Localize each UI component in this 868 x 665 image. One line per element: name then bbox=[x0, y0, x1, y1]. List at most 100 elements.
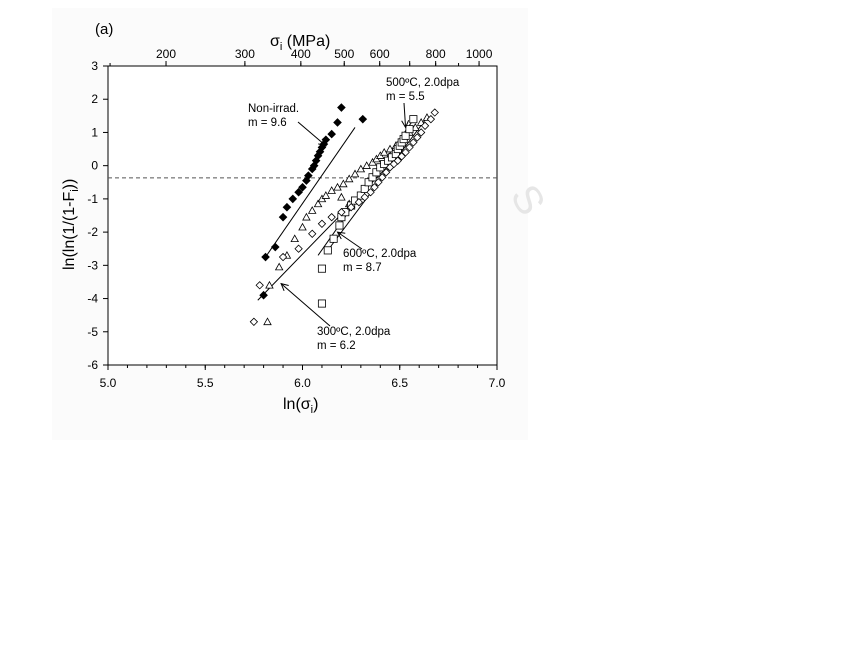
data-point bbox=[358, 114, 368, 124]
y-tick-label: 3 bbox=[91, 59, 98, 73]
annotation-line: Non-irrad. bbox=[248, 103, 299, 115]
data-point bbox=[337, 192, 346, 201]
top-tick-label: 300 bbox=[235, 47, 255, 61]
annotation-line: 300ºC, 2.0dpa bbox=[317, 326, 391, 338]
data-point bbox=[413, 133, 422, 142]
x-axis-label: ln(σi) bbox=[283, 396, 318, 416]
y-axis-label: ln(ln(1/(1-Fi)) bbox=[61, 179, 81, 270]
x-tick-label: 6.5 bbox=[391, 376, 408, 390]
data-point bbox=[370, 183, 379, 192]
top-tick-label: 1000 bbox=[466, 47, 493, 61]
data-point bbox=[354, 198, 364, 207]
y-tick-label: 2 bbox=[91, 92, 98, 106]
y-tick-label: -5 bbox=[87, 325, 98, 339]
data-point bbox=[317, 219, 327, 228]
top-axis-label: σi (MPa) bbox=[270, 33, 330, 53]
data-point bbox=[350, 169, 360, 178]
data-point bbox=[430, 108, 439, 117]
data-point bbox=[327, 212, 336, 222]
top-tick-label: 400 bbox=[291, 47, 311, 61]
annotation-label: 500ºC, 2.0dpa m = 5.5 bbox=[386, 77, 460, 103]
data-point bbox=[366, 188, 375, 197]
data-point bbox=[401, 131, 410, 140]
plot-area bbox=[107, 65, 498, 366]
data-point bbox=[409, 138, 418, 147]
data-point bbox=[261, 252, 270, 262]
y-tick-label: -1 bbox=[87, 192, 98, 206]
y-tick-label: -6 bbox=[87, 358, 98, 372]
data-point bbox=[317, 299, 326, 308]
fit-line bbox=[265, 127, 356, 258]
data-point bbox=[302, 212, 311, 221]
y-tick-label: 0 bbox=[91, 159, 98, 173]
annotation-label: 600ºC, 2.0dpa m = 8.7 bbox=[343, 248, 417, 274]
markers bbox=[249, 103, 439, 326]
data-point bbox=[278, 252, 288, 262]
data-point bbox=[321, 191, 331, 199]
data-point bbox=[270, 242, 280, 252]
data-point bbox=[411, 123, 420, 131]
data-point bbox=[346, 203, 356, 212]
annotation-arrowhead bbox=[318, 138, 327, 147]
data-point bbox=[304, 171, 313, 180]
annotations: Non-irrad. m = 9.6 500ºC, 2.0dpa m = 5.5 600… bbox=[248, 77, 460, 352]
data-point bbox=[282, 202, 292, 212]
data-point bbox=[393, 156, 402, 165]
data-point bbox=[323, 246, 332, 255]
data-point bbox=[298, 222, 307, 231]
data-point bbox=[333, 118, 342, 127]
annotation-line: m = 6.2 bbox=[317, 340, 356, 352]
data-point bbox=[409, 115, 418, 124]
data-point bbox=[344, 174, 354, 183]
data-point bbox=[329, 234, 338, 243]
data-point bbox=[259, 290, 268, 300]
panel-label: (a) bbox=[95, 21, 113, 38]
annotation-label: 300ºC, 2.0dpa m = 6.2 bbox=[317, 326, 391, 352]
data-point bbox=[255, 281, 264, 290]
data-point bbox=[263, 317, 272, 326]
data-point bbox=[420, 121, 430, 130]
data-point bbox=[405, 143, 414, 152]
y-tick-label: -4 bbox=[87, 292, 98, 306]
plot-frame bbox=[107, 65, 498, 366]
x-tick-label: 6.0 bbox=[294, 376, 311, 390]
data-point bbox=[339, 179, 348, 188]
data-point bbox=[374, 178, 383, 187]
annotation-line: m = 9.6 bbox=[248, 117, 287, 129]
data-point bbox=[249, 317, 259, 326]
annotation-arrowhead bbox=[401, 120, 410, 129]
top-tick-label: 200 bbox=[156, 47, 176, 61]
data-point bbox=[405, 125, 414, 134]
data-point bbox=[294, 244, 303, 253]
data-point bbox=[426, 114, 436, 124]
data-point bbox=[313, 199, 323, 208]
annotation-label: Non-irrad. m = 9.6 bbox=[248, 103, 299, 129]
data-point bbox=[278, 212, 288, 222]
annotation-arrow bbox=[297, 121, 327, 147]
data-point bbox=[335, 221, 344, 230]
data-point bbox=[360, 193, 369, 202]
annotation-arrow bbox=[403, 102, 407, 128]
y-tick-label: -2 bbox=[87, 225, 98, 239]
data-point bbox=[317, 264, 326, 273]
data-point bbox=[290, 234, 299, 243]
data-point bbox=[397, 152, 406, 161]
annotation-line: m = 5.5 bbox=[386, 91, 425, 103]
x-tick-label: 7.0 bbox=[489, 376, 506, 390]
x-tick-label: 5.5 bbox=[197, 376, 214, 390]
data-point bbox=[288, 194, 298, 204]
annotation-arrow bbox=[280, 283, 331, 327]
axis-ticks: 5.0 5.5 6.0 6.5 7.0 -6 -5 -4 -3 -2 -1 0 1 2 3 200 300 400… bbox=[87, 47, 505, 390]
annotation-line: m = 8.7 bbox=[343, 262, 382, 274]
x-tick-label: 5.0 bbox=[100, 376, 117, 390]
annotation-line: 500ºC, 2.0dpa bbox=[386, 77, 460, 89]
data-point bbox=[321, 135, 331, 145]
data-point bbox=[416, 128, 426, 137]
y-tick-label: -3 bbox=[87, 258, 98, 272]
data-point bbox=[298, 182, 307, 192]
annotation-arrowhead bbox=[280, 282, 289, 292]
top-tick-label: 500 bbox=[334, 47, 354, 61]
annotation-arrowhead bbox=[336, 231, 346, 240]
